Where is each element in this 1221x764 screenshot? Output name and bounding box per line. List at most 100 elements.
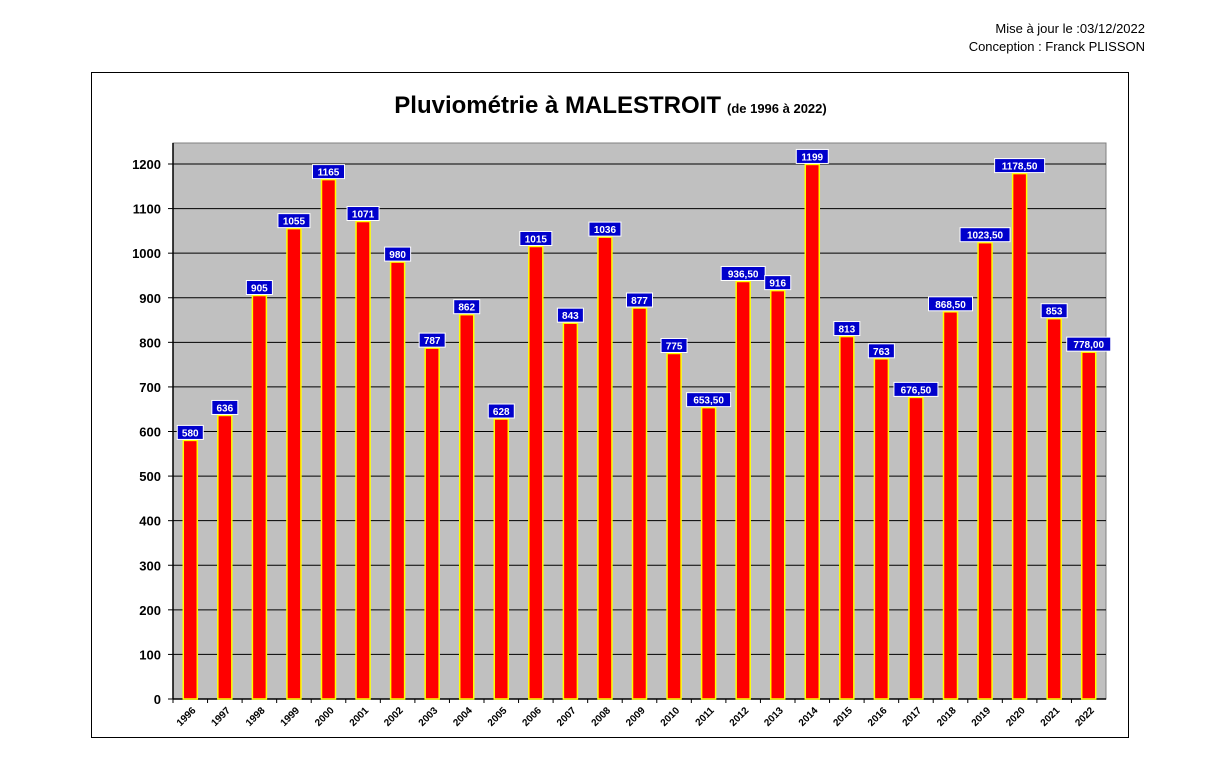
x-tick-label: 1997 <box>209 705 233 729</box>
data-label-box <box>626 292 653 308</box>
data-label: 775 <box>666 341 683 352</box>
bar <box>873 358 890 700</box>
y-tick-label: 0 <box>154 692 161 707</box>
bar <box>1080 351 1097 700</box>
x-tick-label: 2010 <box>659 705 683 729</box>
data-label: 980 <box>389 250 406 261</box>
bar <box>389 261 406 700</box>
bar <box>908 396 924 700</box>
data-label-box <box>588 221 622 237</box>
bar <box>804 163 821 700</box>
x-tick-label: 2018 <box>935 705 959 729</box>
data-label-box <box>556 307 584 323</box>
x-tick-label: 2021 <box>1039 705 1063 729</box>
data-label: 653,50 <box>693 396 724 407</box>
x-tick-label: 2012 <box>728 705 752 729</box>
x-tick-label: 2006 <box>520 705 544 729</box>
data-label: 763 <box>873 347 890 358</box>
data-label: 862 <box>458 303 475 314</box>
x-tick-label: 2005 <box>486 705 510 729</box>
y-tick-label: 800 <box>139 335 161 350</box>
data-label-box <box>487 403 515 419</box>
data-label: 1015 <box>525 234 548 245</box>
x-tick-label: 1999 <box>279 705 303 729</box>
data-label: 1165 <box>318 168 340 179</box>
data-label: 1071 <box>352 210 375 221</box>
data-label-box <box>453 299 481 315</box>
y-tick-label: 200 <box>139 603 161 618</box>
bar <box>942 311 959 700</box>
x-tick-label: 2019 <box>970 705 994 729</box>
x-tick-label: 2014 <box>797 705 821 729</box>
x-tick-label: 2022 <box>1073 705 1097 729</box>
data-label-box <box>1066 336 1112 352</box>
data-label-box <box>176 424 204 440</box>
bar <box>286 227 302 700</box>
y-tick-label: 100 <box>139 647 161 662</box>
x-tick-label: 2016 <box>866 705 890 729</box>
bar <box>1011 172 1028 700</box>
data-label-box <box>994 158 1046 174</box>
data-label-box <box>795 148 829 164</box>
y-tick-label: 1100 <box>133 202 161 217</box>
bar <box>528 245 544 700</box>
y-tick-label: 400 <box>139 514 161 529</box>
data-label: 778,00 <box>1073 340 1104 351</box>
data-label-box <box>928 296 973 312</box>
x-tick-label: 2000 <box>313 705 337 729</box>
y-tick-label: 300 <box>139 558 161 573</box>
x-tick-label: 2017 <box>901 705 925 729</box>
y-tick-label: 900 <box>139 291 161 306</box>
x-tick-label: 2001 <box>348 705 372 729</box>
data-label-box <box>660 337 688 353</box>
data-label: 787 <box>424 336 441 347</box>
bar <box>424 347 440 700</box>
data-label: 853 <box>1046 307 1063 318</box>
data-label: 1199 <box>801 152 823 163</box>
x-tick-label: 2009 <box>624 705 648 729</box>
data-label: 1036 <box>594 225 617 236</box>
author-credit: Conception : Franck PLISSON <box>968 39 1145 54</box>
data-label-box <box>519 230 553 246</box>
bar <box>562 322 579 700</box>
x-tick-label: 2002 <box>382 705 406 729</box>
bar <box>769 289 786 700</box>
x-tick-label: 2007 <box>555 705 579 729</box>
data-label-box <box>686 392 732 408</box>
y-tick-label: 700 <box>139 380 161 395</box>
bar <box>631 307 648 700</box>
bar <box>1046 317 1062 700</box>
bar <box>839 335 855 700</box>
bar <box>666 352 682 700</box>
bar <box>182 439 199 700</box>
data-label-box <box>720 265 766 281</box>
bar <box>251 294 268 700</box>
data-label: 916 <box>769 279 786 290</box>
data-label-box <box>277 213 311 229</box>
y-tick-label: 1200 <box>132 157 161 172</box>
y-tick-label: 500 <box>139 469 161 484</box>
bar <box>493 418 510 700</box>
data-label: 1023,50 <box>967 231 1004 242</box>
x-tick-label: 2008 <box>590 705 614 729</box>
data-label: 636 <box>216 403 233 414</box>
header-meta: Mise à jour le :03/12/2022 Conception : … <box>850 20 1145 56</box>
x-tick-label: 2011 <box>694 705 717 728</box>
bar <box>977 241 993 700</box>
data-label-box <box>833 321 861 337</box>
x-tick-label: 1998 <box>244 705 268 729</box>
data-label-box <box>346 206 380 222</box>
data-label: 868,50 <box>935 300 966 311</box>
data-label: 628 <box>493 407 510 418</box>
x-tick-label: 2004 <box>451 705 475 729</box>
data-label: 936,50 <box>728 269 759 280</box>
x-tick-label: 1996 <box>175 705 199 729</box>
y-tick-label: 600 <box>139 425 161 440</box>
update-date: Mise à jour le :03/12/2022 <box>995 21 1145 36</box>
bar <box>320 178 337 700</box>
bar <box>458 313 475 700</box>
x-tick-label: 2020 <box>1004 705 1028 729</box>
data-label: 813 <box>838 325 855 336</box>
data-label: 676,50 <box>901 385 932 396</box>
data-label: 1055 <box>283 217 306 228</box>
